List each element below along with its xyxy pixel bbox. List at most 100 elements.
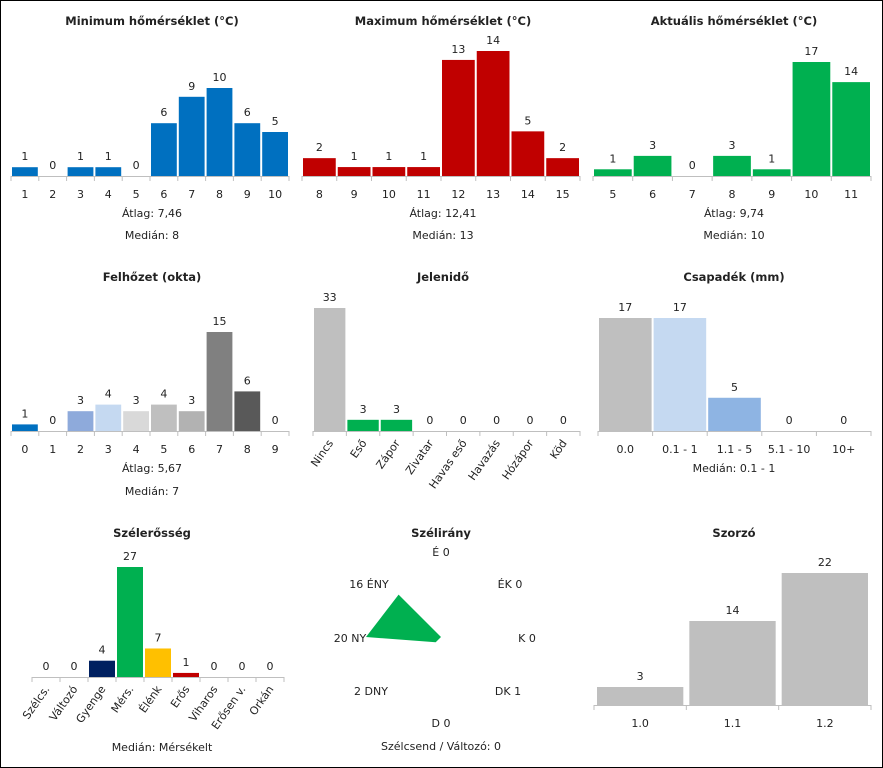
tick-label-factor-2: 1.2 (816, 717, 834, 730)
chart-title-wind_strength: Szélerősség (113, 526, 191, 540)
stat-min_temp-1: Medián: 8 (125, 229, 179, 242)
bar-act_temp-9 (752, 169, 791, 176)
stat-min_temp-0: Átlag: 7,46 (122, 207, 182, 220)
tick-label-min_temp-9: 10 (268, 188, 282, 201)
tick-label-max_temp-2: 10 (382, 188, 396, 201)
tick-label-min_temp-7: 8 (216, 188, 223, 201)
radar-footer-wind_dir: Szélcsend / Változó: 0 (381, 740, 501, 753)
tick-label-cloud-1: 1 (49, 443, 56, 456)
bar-min_temp-6 (151, 123, 177, 176)
bar-max_temp-10 (372, 167, 406, 176)
bar-act_temp-10 (792, 62, 831, 176)
tick-label-max_temp-4: 12 (451, 188, 465, 201)
data-label-weather-2: 3 (393, 403, 400, 416)
data-label-wind_strength-0: 0 (43, 660, 50, 673)
direction-label-ÉK: ÉK 0 (498, 578, 523, 591)
stat-cloud-0: Átlag: 5,67 (122, 462, 182, 475)
tick-label-act_temp-2: 7 (689, 188, 696, 201)
data-label-precip-1: 17 (673, 301, 687, 314)
bar-factor-1.2 (781, 573, 868, 705)
tick-label-weather-5: Havazás (466, 437, 503, 483)
data-label-wind_strength-7: 0 (239, 660, 246, 673)
bar-precip-0.0 (599, 318, 652, 431)
bar-act_temp-8 (713, 155, 751, 176)
bar-max_temp-9 (337, 167, 371, 176)
data-label-cloud-6: 3 (188, 394, 195, 407)
bar-act_temp-5 (594, 169, 632, 176)
bar-wind_strength-Gyenge (89, 660, 115, 677)
bar-min_temp-4 (95, 167, 122, 176)
bar-wind_strength-Mérs. (117, 567, 143, 677)
data-label-max_temp-3: 1 (420, 150, 427, 163)
tick-label-weather-6: Hózápor (499, 437, 536, 482)
tick-label-act_temp-0: 5 (609, 188, 616, 201)
bar-max_temp-8 (303, 158, 336, 176)
data-label-min_temp-1: 0 (49, 159, 56, 172)
data-label-act_temp-1: 3 (649, 139, 656, 152)
bar-wind_strength-Élénk (145, 648, 171, 677)
bar-min_temp-8 (206, 88, 233, 176)
tick-label-min_temp-8: 9 (244, 188, 251, 201)
bar-precip-1.1 - 5 (708, 397, 761, 431)
data-label-weather-0: 33 (323, 291, 337, 304)
bar-factor-1.1 (689, 621, 776, 705)
tick-label-max_temp-5: 13 (486, 188, 500, 201)
tick-label-wind_strength-2: Gyenge (73, 683, 108, 725)
tick-label-min_temp-0: 1 (21, 188, 28, 201)
data-label-min_temp-2: 1 (77, 150, 84, 163)
tick-label-cloud-0: 0 (21, 443, 28, 456)
data-label-precip-3: 0 (786, 414, 793, 427)
data-label-cloud-7: 15 (213, 315, 227, 328)
data-label-act_temp-3: 3 (729, 139, 736, 152)
data-label-act_temp-4: 1 (768, 152, 775, 165)
direction-label-DK: DK 1 (495, 685, 521, 698)
data-label-min_temp-8: 6 (244, 106, 251, 119)
tick-label-cloud-3: 3 (105, 443, 112, 456)
tick-label-max_temp-1: 9 (351, 188, 358, 201)
tick-label-wind_strength-4: Élénk (137, 683, 165, 716)
data-label-precip-2: 5 (731, 381, 738, 394)
data-label-max_temp-1: 1 (351, 150, 358, 163)
bar-min_temp-3 (67, 167, 94, 176)
data-label-factor-0: 3 (637, 670, 644, 683)
tick-label-max_temp-3: 11 (417, 188, 431, 201)
bar-max_temp-14 (511, 131, 545, 176)
data-label-min_temp-5: 6 (160, 106, 167, 119)
data-label-min_temp-3: 1 (105, 150, 112, 163)
bar-cloud-2 (67, 411, 94, 431)
data-label-wind_strength-8: 0 (267, 660, 274, 673)
stat-act_temp-0: Átlag: 9,74 (704, 207, 764, 220)
bar-wind_strength-Erős (173, 672, 199, 677)
data-label-min_temp-7: 10 (213, 71, 227, 84)
tick-label-cloud-6: 6 (188, 443, 195, 456)
tick-label-precip-2: 1.1 - 5 (717, 443, 752, 456)
stat-precip-0: Medián: 0.1 - 1 (693, 462, 776, 475)
bar-min_temp-1 (12, 167, 38, 176)
data-label-wind_strength-6: 0 (211, 660, 218, 673)
data-label-wind_strength-5: 1 (183, 656, 190, 669)
chart-title-wind_dir: Szélirány (411, 526, 471, 540)
bar-precip-0.1 - 1 (653, 318, 707, 431)
bar-factor-1.0 (597, 687, 684, 705)
data-label-weather-7: 0 (560, 414, 567, 427)
tick-label-precip-3: 5.1 - 10 (768, 443, 810, 456)
bar-max_temp-12 (442, 59, 475, 176)
data-label-weather-3: 0 (426, 414, 433, 427)
data-label-max_temp-0: 2 (316, 141, 323, 154)
tick-label-min_temp-5: 6 (160, 188, 167, 201)
tick-label-act_temp-4: 9 (768, 188, 775, 201)
bar-min_temp-7 (178, 96, 205, 176)
bar-weather-Eső (347, 419, 379, 431)
data-label-cloud-3: 4 (105, 388, 112, 401)
tick-label-factor-1: 1.1 (724, 717, 742, 730)
data-label-weather-6: 0 (526, 414, 533, 427)
tick-label-min_temp-2: 3 (77, 188, 84, 201)
data-label-precip-4: 0 (840, 414, 847, 427)
bar-cloud-3 (95, 404, 122, 431)
tick-label-weather-2: Zápor (374, 437, 404, 471)
data-label-cloud-1: 0 (49, 414, 56, 427)
data-label-min_temp-6: 9 (188, 80, 195, 93)
data-label-factor-2: 22 (818, 556, 832, 569)
tick-label-cloud-5: 5 (160, 443, 167, 456)
